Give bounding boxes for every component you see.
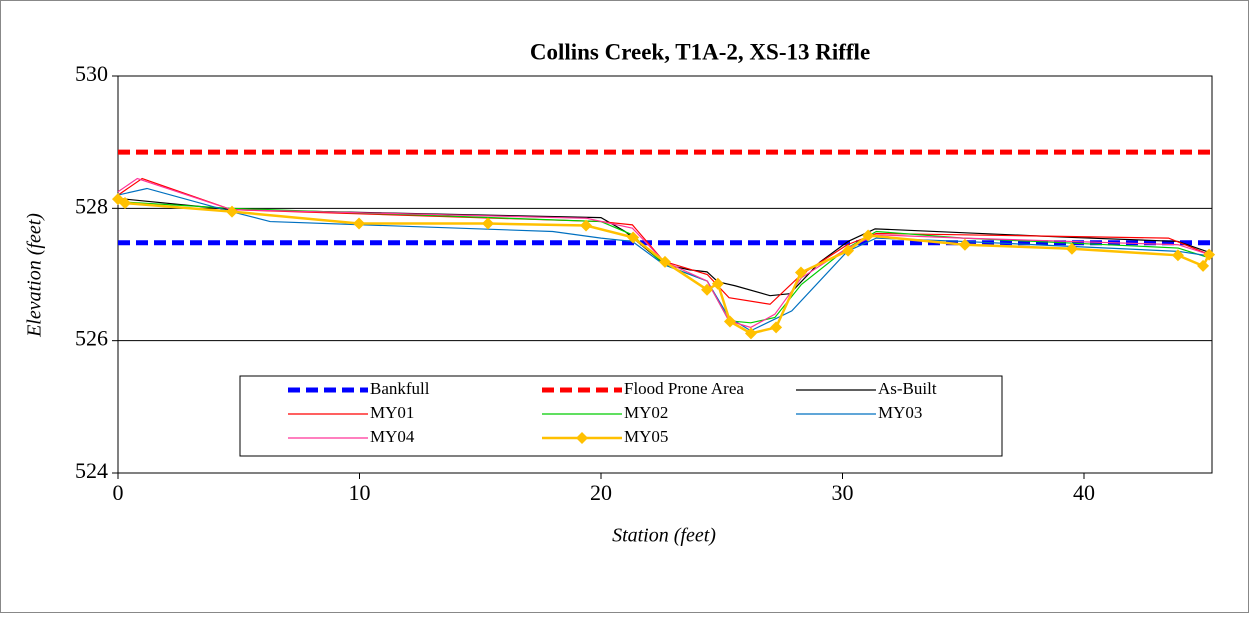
chart-title: Collins Creek, T1A-2, XS-13 Riffle	[530, 39, 870, 64]
marker	[353, 217, 366, 230]
marker	[958, 238, 971, 251]
marker	[1203, 248, 1216, 261]
marker	[225, 205, 238, 218]
legend-label: MY03	[878, 403, 922, 422]
x-tick-label: 30	[832, 480, 854, 505]
marker	[119, 197, 132, 210]
y-tick-label: 528	[75, 193, 108, 218]
marker	[794, 266, 807, 279]
marker	[481, 217, 494, 230]
marker	[770, 321, 783, 334]
series-line	[117, 177, 1210, 329]
y-tick-label: 526	[75, 326, 108, 351]
marker	[580, 219, 593, 232]
x-tick-label: 10	[349, 480, 371, 505]
marker	[842, 244, 855, 257]
x-tick-label: 40	[1073, 480, 1095, 505]
y-axis-label: Elevation (feet)	[24, 213, 46, 338]
marker	[1171, 249, 1184, 262]
marker	[1197, 259, 1210, 272]
marker	[701, 283, 714, 296]
series-line	[117, 197, 1213, 297]
x-tick-label: 0	[113, 480, 124, 505]
y-tick-label: 524	[75, 458, 108, 483]
marker	[723, 315, 736, 328]
series-line	[117, 177, 1210, 305]
x-axis-label: Station (feet)	[612, 525, 716, 547]
y-tick-label: 530	[75, 61, 108, 86]
legend-label: MY01	[370, 403, 414, 422]
marker	[711, 277, 724, 290]
marker	[627, 231, 640, 244]
legend-marker	[576, 432, 588, 444]
legend-label: MY05	[624, 427, 668, 446]
marker	[1065, 242, 1078, 255]
legend-label: As-Built	[878, 379, 937, 398]
legend-label: Flood Prone Area	[624, 379, 744, 398]
marker	[659, 255, 671, 268]
x-tick-label: 20	[590, 480, 612, 505]
legend-label: Bankfull	[370, 379, 430, 398]
legend-label: MY02	[624, 403, 668, 422]
series-line	[117, 201, 1210, 324]
marker	[744, 327, 757, 340]
marker	[862, 229, 875, 242]
legend-label: MY04	[370, 427, 415, 446]
